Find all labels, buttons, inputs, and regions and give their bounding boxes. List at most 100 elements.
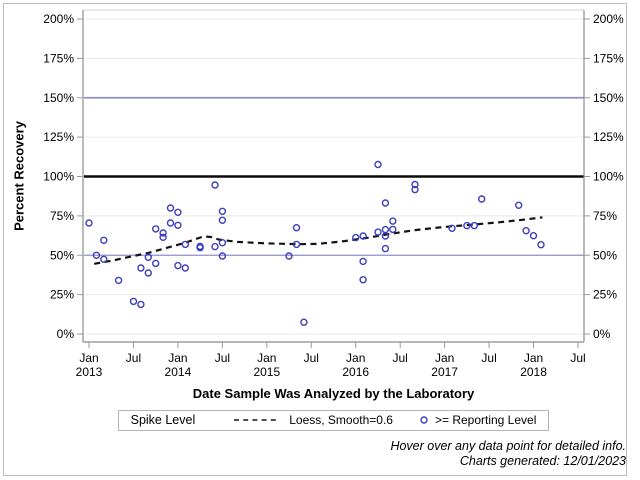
x-axis-tick-year-label: 2014 [165,365,192,379]
data-point[interactable] [285,252,293,260]
data-point[interactable] [129,297,138,306]
data-point[interactable] [211,242,219,251]
data-point[interactable] [359,232,367,240]
legend-label-reporting: >= Reporting Level [434,413,537,427]
y-axis-tick-label-right: 75% [593,209,617,223]
data-point[interactable] [100,236,108,245]
data-point[interactable] [381,199,390,207]
data-point[interactable] [159,233,167,242]
data-point[interactable] [137,300,145,309]
y-axis-tick-label-right: 100% [593,170,624,184]
data-point[interactable] [85,219,93,227]
y-axis-tick-label-right: 125% [593,130,624,144]
data-point[interactable] [218,238,227,247]
data-point[interactable] [92,251,101,260]
data-point[interactable] [166,219,175,227]
y-axis-tick-label: 175% [43,51,74,65]
data-point[interactable] [463,221,471,230]
y-axis-tick-label: 150% [43,91,74,105]
x-axis-tick-year-label: 2017 [431,365,458,379]
data-point[interactable] [174,221,182,230]
data-point[interactable] [144,269,153,277]
y-axis-tick-label: 0% [57,327,75,341]
y-axis-tick-label-right: 0% [593,327,611,341]
x-axis-tick-label: Jul [481,351,496,365]
figure-border [3,3,627,476]
data-point[interactable] [218,207,227,216]
x-axis-tick-label: Jan [346,351,365,365]
data-point[interactable] [218,216,227,225]
y-axis-tick-label-right: 200% [593,12,624,26]
x-axis-tick-year-label: 2016 [342,365,369,379]
data-point[interactable] [381,244,390,253]
x-axis-tick-year-label: 2015 [253,365,280,379]
data-point[interactable] [352,233,360,242]
legend-label-loess: Loess, Smooth=0.6 [289,413,393,427]
data-point[interactable] [218,252,227,260]
open-circle-icon [419,415,429,425]
data-point[interactable] [478,195,486,203]
x-axis-tick-label: Jan [435,351,454,365]
x-axis-title: Date Sample Was Analyzed by the Laborato… [192,386,475,401]
y-axis-tick-label: 50% [50,248,74,262]
legend-title: Spike Level [130,413,196,427]
x-axis-tick-label: Jul [304,351,319,365]
data-point[interactable] [174,261,182,270]
data-point[interactable] [196,242,204,251]
data-point[interactable] [100,255,108,263]
legend-box: Spike Level Loess, Smooth=0.6 >= Reporti… [117,410,550,431]
data-point[interactable] [374,160,382,169]
data-point[interactable] [359,276,367,284]
legend: Spike Level Loess, Smooth=0.6 >= Reporti… [83,410,584,431]
x-axis-tick-label: Jul [393,351,408,365]
x-axis-tick-label: Jul [215,351,230,365]
data-point[interactable] [137,264,145,272]
loess-line-icon [233,415,281,425]
data-point[interactable] [211,181,219,189]
data-point[interactable] [470,221,478,230]
data-point[interactable] [448,224,456,233]
x-axis-tick-label: Jan [257,351,276,365]
data-point[interactable] [174,208,182,217]
data-point[interactable] [411,180,419,189]
data-point[interactable] [529,231,538,240]
data-point[interactable] [411,185,419,194]
data-point[interactable] [292,223,301,232]
data-point[interactable] [181,264,190,272]
data-point[interactable] [151,225,160,233]
y-axis-tick-label-right: 50% [593,248,617,262]
x-axis-tick-label: Jan [79,351,98,365]
data-point[interactable] [181,240,190,249]
data-point[interactable] [159,229,167,237]
footer-note: Hover over any data point for detailed i… [390,439,626,453]
x-axis-tick-label: Jan [524,351,543,365]
y-axis-tick-label: 75% [50,209,74,223]
y-axis-tick-label-right: 25% [593,288,617,302]
data-point[interactable] [537,240,545,249]
data-point[interactable] [381,232,390,240]
x-axis-tick-year-label: 2013 [76,365,103,379]
data-point[interactable] [292,240,301,249]
data-point[interactable] [515,201,523,210]
y-axis-tick-label: 25% [50,288,74,302]
y-axis-title: Percent Recovery [11,121,27,231]
data-point[interactable] [166,204,175,212]
x-axis-tick-label: Jul [570,351,585,365]
y-axis-tick-label: 125% [43,130,74,144]
y-axis-tick-label-right: 175% [593,51,624,65]
data-point[interactable] [389,225,397,234]
data-point[interactable] [300,318,308,326]
data-point[interactable] [381,225,390,234]
data-point[interactable] [522,226,530,235]
chart-footer: Hover over any data point for detailed i… [390,439,626,469]
x-axis-tick-year-label: 2018 [520,365,547,379]
data-point[interactable] [114,276,123,285]
data-point[interactable] [389,217,397,225]
data-point[interactable] [359,257,367,266]
data-point[interactable] [151,259,160,268]
footer-generated: Charts generated: 12/01/2023 [459,454,626,468]
y-axis-tick-label-right: 150% [593,91,624,105]
data-point[interactable] [374,228,382,236]
data-point[interactable] [144,253,153,261]
